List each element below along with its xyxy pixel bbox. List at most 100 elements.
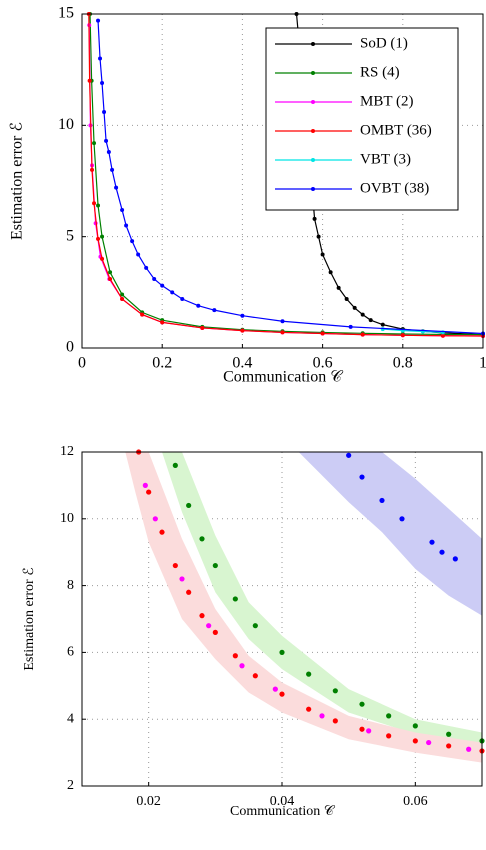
point [90, 167, 95, 172]
point [100, 234, 105, 239]
error-band [125, 452, 482, 763]
point [386, 733, 392, 739]
point [159, 529, 165, 535]
legend-marker [311, 71, 315, 75]
point [239, 663, 245, 669]
point [279, 691, 285, 697]
point [152, 516, 158, 522]
legend-label: SoD (1) [360, 35, 408, 51]
point [172, 562, 178, 569]
point [368, 318, 373, 323]
point [114, 185, 119, 190]
point [316, 234, 321, 239]
plot-frame [81, 13, 484, 349]
plot-area: 0.02 0.04 0.06 2 4 6 8 10 12 Communication 𝒞 Estim… [22, 444, 485, 819]
point [348, 324, 353, 329]
point [379, 497, 385, 504]
point [280, 330, 285, 335]
y-tick-label: 8 [67, 578, 74, 593]
point [240, 328, 245, 333]
x-tick-label: 0.06 [403, 794, 428, 809]
point [212, 308, 217, 313]
point [108, 276, 113, 281]
point [98, 56, 103, 61]
point [426, 739, 432, 746]
point [212, 562, 218, 569]
point [130, 239, 135, 244]
point [359, 701, 365, 707]
point [180, 297, 185, 302]
point [212, 629, 218, 635]
x-axis-label: Communication 𝒞 [230, 804, 336, 819]
point [199, 613, 205, 619]
point [359, 726, 365, 732]
point [336, 285, 341, 290]
point [186, 589, 192, 595]
x-tick-label: 0.6 [313, 355, 333, 372]
point [332, 718, 338, 724]
point [279, 649, 285, 656]
legend: SoD (1) RS (4) MBT (2) OMBT (36) VBT (3) OVBT… [265, 27, 459, 211]
point [120, 292, 125, 297]
point [380, 322, 385, 327]
point [252, 673, 258, 679]
point [386, 713, 392, 719]
point [87, 78, 92, 83]
point [124, 223, 129, 228]
point [400, 333, 405, 338]
y-tick-label: 6 [67, 645, 74, 660]
point [252, 623, 258, 629]
point [344, 297, 349, 302]
point [120, 207, 125, 212]
y-axis-label: Estimation error ℰ [9, 122, 26, 240]
point [96, 236, 101, 241]
legend-marker [311, 158, 315, 162]
point [100, 81, 105, 86]
legend-label: MBT (2) [360, 93, 413, 109]
x-tick-label: 1 [479, 355, 486, 372]
point [160, 320, 165, 325]
point [319, 713, 325, 719]
point [199, 536, 205, 542]
legend-marker [311, 100, 315, 104]
point [206, 623, 212, 629]
point [320, 252, 325, 257]
legend-box [265, 27, 459, 211]
legend-marker [311, 129, 315, 133]
point [346, 452, 352, 458]
point [452, 556, 458, 562]
y-tick-label: 12 [60, 444, 74, 459]
legend-marker [311, 187, 315, 191]
y-tick-label: 4 [67, 711, 74, 726]
legend-marker [311, 42, 315, 46]
point [306, 706, 312, 712]
point [232, 596, 238, 602]
point [142, 482, 148, 488]
point [140, 312, 145, 317]
x-tick-label: 0.4 [232, 355, 252, 372]
legend-label: OVBT (38) [360, 180, 429, 196]
point [359, 474, 365, 480]
x-axis-label: Communication 𝒞 [223, 369, 343, 386]
point [232, 653, 238, 659]
point [412, 738, 418, 744]
point [439, 549, 445, 555]
y-tick-label: 5 [66, 227, 74, 244]
point [440, 333, 445, 338]
point [96, 18, 101, 23]
point [332, 688, 338, 694]
point [352, 305, 357, 310]
point [100, 256, 105, 261]
point [446, 743, 452, 749]
point [186, 502, 192, 509]
point [280, 319, 285, 324]
point [360, 332, 365, 337]
legend-label: OMBT (36) [360, 122, 432, 138]
point [110, 167, 115, 172]
error-band [298, 452, 482, 616]
plot-frame [81, 451, 483, 787]
legend-label: VBT (3) [360, 151, 411, 167]
x-tick-label: 0.02 [136, 794, 161, 809]
point [360, 312, 365, 317]
